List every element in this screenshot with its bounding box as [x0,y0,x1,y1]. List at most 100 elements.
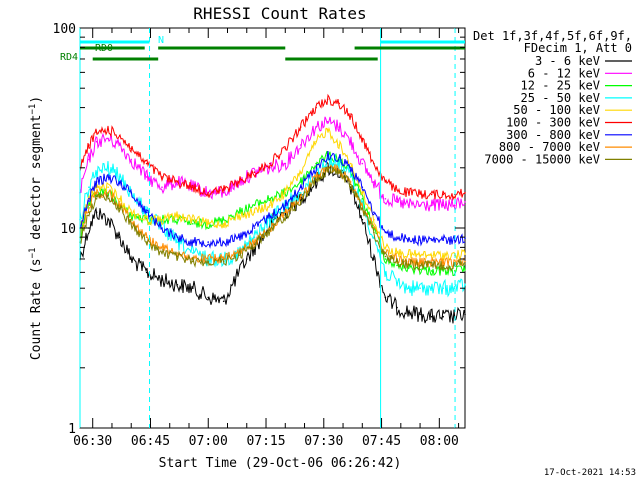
series-8-point-13 [253,243,256,245]
series-7-point-13 [253,241,256,243]
legend: Det 1f,3f,4f,5f,6f,9f, FDecim 1, Att 0 3… [473,29,632,166]
series-8-point-15 [284,215,287,217]
series-5-point-23 [384,181,387,183]
y-axis-label-close: ) [29,96,44,104]
series-0-point-28 [430,315,433,318]
series-3-point-30 [464,284,466,286]
series-7-point-16 [299,198,302,200]
series-0-point-5 [130,258,132,260]
series-8-point-5 [130,223,132,225]
series-5-point-19 [338,102,341,105]
series-1-point-28 [442,204,445,206]
series-3-point-24 [396,282,398,284]
series-4-point-26 [419,254,421,257]
series-8-point-9 [192,260,194,263]
series-7-point-26 [419,262,421,264]
series-8-point-20 [349,183,352,186]
y-axis-label-main: Count Rate (s [29,258,44,360]
series-3-point-23 [384,271,387,274]
series-4-point-8 [176,215,179,217]
series-3-point-4 [118,176,121,178]
series-6-point-28 [442,239,445,241]
series-5-point-4 [118,134,121,137]
series-8-point-22 [373,231,375,234]
series-5-point-9 [192,186,194,188]
series-2-point-16 [299,181,302,183]
series-7-point-2 [95,192,98,194]
series-8-point-21 [361,207,364,210]
series-3-point-28 [442,287,445,290]
series-1-point-2 [95,140,98,143]
series-6-point-17 [315,167,317,169]
series-0-point-22 [361,218,364,221]
legend-label-7: 800 - 7000 keV [499,140,600,154]
series-1-point-26 [419,204,421,206]
series-7-point-21 [361,204,364,206]
series-4-point-5 [130,211,132,213]
series-5-point-15 [284,147,287,150]
series-4-point-4 [118,198,121,200]
series-5-point-28 [442,193,445,196]
series-5-point-14 [269,162,271,165]
series-1-point-16 [299,144,302,146]
y-tick-label-2: 100 [53,22,76,37]
x-tick-label-1: 06:45 [131,434,170,449]
series-5-point-25 [407,192,410,194]
series-6-point-30 [464,237,466,239]
series-0-point-11 [222,300,225,303]
series-line-2 [79,150,466,277]
series-8-point-2 [95,198,98,200]
series-6-point-25 [407,238,410,240]
series-6-point-7 [161,227,163,229]
series-0-point-10 [207,296,209,299]
x-tick-label-3: 07:15 [246,434,285,449]
series-8-point-28 [442,264,445,267]
series-1-point-22 [373,181,375,183]
series-8-point-10 [207,260,209,263]
series-line-0 [79,161,466,324]
series-4-point-21 [361,192,364,194]
series-1-point-3 [107,137,109,140]
series-5-point-20 [349,115,352,118]
series-4-point-27 [430,254,433,257]
series-0-point-27 [419,313,421,316]
series-4-point-10 [207,223,209,225]
series-3-point-16 [299,192,302,194]
series-4-point-28 [442,254,445,257]
series-0-point-29 [442,315,445,318]
series-8-point-4 [118,207,121,210]
series-7-point-3 [107,192,109,194]
series-5-point-11 [222,189,225,191]
x-tick-label-4: 07:30 [304,434,343,449]
series-6-point-23 [384,231,387,234]
series-6-point-11 [222,241,225,243]
series-7-point-8 [176,252,179,254]
legend-label-1: 6 - 12 keV [528,66,600,80]
series-line-5 [79,93,466,202]
series-0 [79,161,466,324]
series-0-point-23 [373,258,375,260]
series-2-point-21 [361,198,364,200]
series-1-point-18 [326,120,329,123]
series-line-8 [79,165,466,273]
series-4 [79,126,466,262]
series-8-point-16 [299,201,302,203]
series-1-point-25 [407,204,410,206]
series-1-point-4 [118,144,121,146]
series-1-point-15 [284,162,287,165]
series-0-point-3 [107,218,109,221]
series-line-4 [79,126,466,262]
series-5-point-30 [464,192,466,194]
series-4-point-3 [107,186,109,188]
series-6-point-27 [430,239,433,241]
legend-label-5: 100 - 300 keV [506,116,600,130]
legend-label-3: 25 - 50 keV [521,91,600,105]
x-tick-label-5: 07:45 [362,434,401,449]
series-7-point-10 [207,258,209,260]
series-6-point-4 [118,181,121,183]
series-6-point-12 [238,236,240,238]
series-5-point-18 [326,98,329,101]
series-7-point-20 [349,181,352,183]
series-0-point-2 [95,211,98,213]
series-5-point-1 [88,144,90,146]
